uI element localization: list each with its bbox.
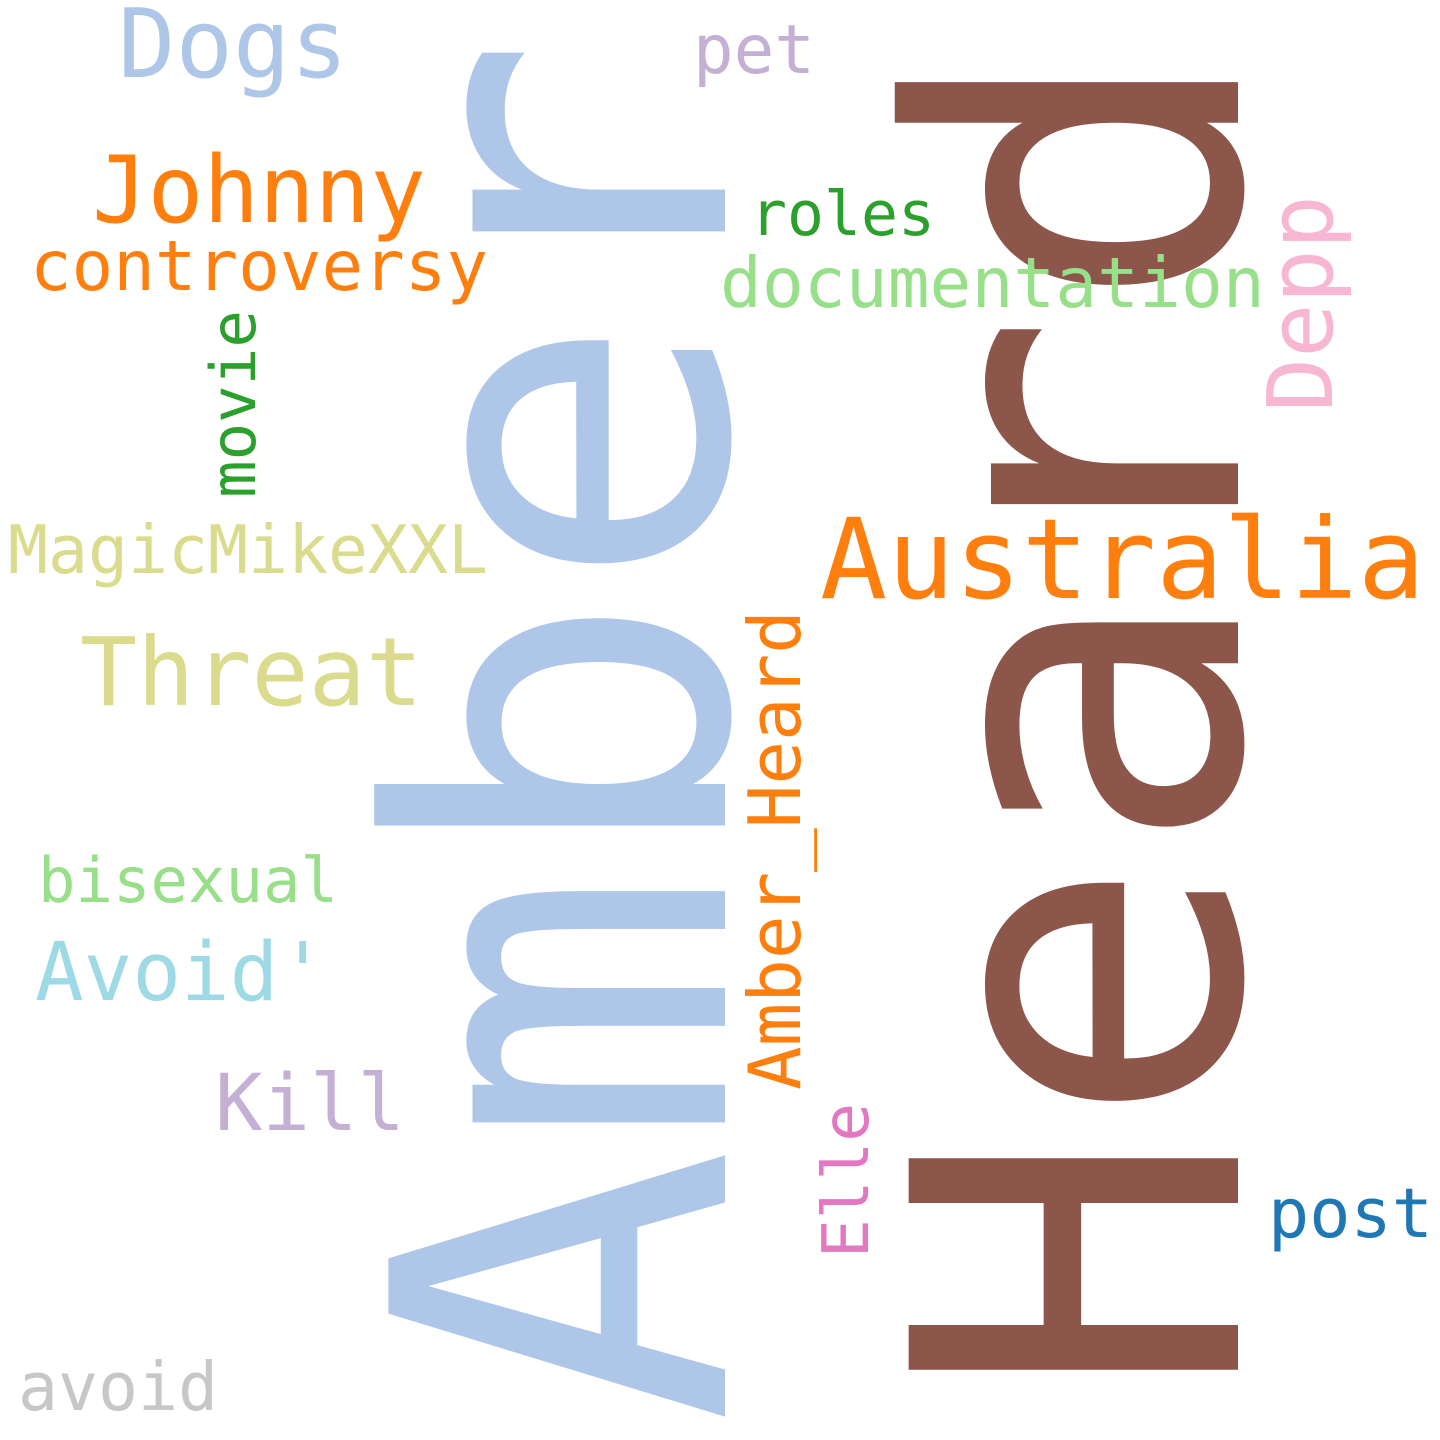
word-pet: pet: [693, 10, 815, 89]
word-post: post: [1268, 1174, 1433, 1254]
word-kill: Kill: [215, 1057, 405, 1149]
word-heard: Heard: [819, 40, 1345, 1400]
word-depp: Depp: [1249, 195, 1354, 412]
word-magicmikexxl: MagicMikeXXL: [8, 511, 488, 589]
word-movie: movie: [197, 310, 270, 498]
word-avoid: avoid: [18, 1348, 218, 1426]
word-australia: Australia: [820, 495, 1425, 625]
word-amber-heard: Amber_Heard: [734, 610, 818, 1090]
word-elle: Elle: [809, 1103, 884, 1258]
word-threat: Threat: [80, 618, 423, 728]
word-controversy: controversy: [30, 227, 488, 307]
word-amber: Amber: [296, 35, 834, 1425]
word-bisexual: bisexual: [38, 844, 338, 917]
word-documentation: documentation: [720, 243, 1265, 324]
word-roles: roles: [750, 179, 935, 250]
word-avoid-quote: Avoid': [35, 926, 327, 1020]
word-johnny: Johnny: [92, 136, 426, 244]
word-dogs: Dogs: [118, 0, 348, 100]
